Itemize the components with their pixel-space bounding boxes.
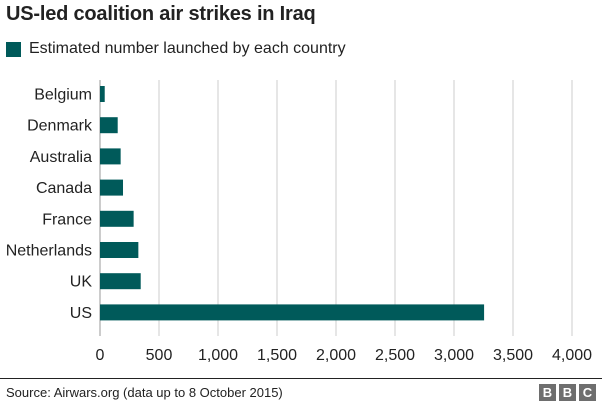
x-tick-label: 500 [146, 347, 173, 364]
logo-letter: C [579, 384, 596, 401]
bar-canada [100, 179, 124, 196]
category-label: Netherlands [6, 243, 92, 260]
bar-netherlands [100, 242, 139, 258]
legend-label: Estimated number launched by each countr… [29, 40, 346, 57]
category-labels: Belgium Denmark Australia Canada France Nethe… [6, 87, 93, 322]
x-tick-label: 1,500 [257, 347, 297, 364]
grid-lines [99, 80, 573, 336]
category-label: Canada [36, 180, 92, 197]
category-label: France [42, 211, 92, 228]
bar-uk [100, 273, 141, 290]
legend-swatch [6, 41, 21, 57]
category-label: Denmark [27, 118, 93, 135]
x-tick-label: 3,000 [434, 347, 474, 364]
bar-france [100, 210, 134, 227]
bar-australia [100, 148, 121, 165]
x-tick-label: 0 [96, 347, 105, 364]
x-tick-labels: 0 500 1,000 1,500 2,000 2,500 3,000 3,500 4,000 [96, 347, 593, 364]
category-label: Australia [30, 149, 92, 166]
logo-letter: B [559, 384, 576, 401]
x-tick-label: 4,000 [552, 347, 592, 364]
x-tick-label: 2,000 [316, 347, 356, 364]
x-tick-label: 2,500 [375, 347, 415, 364]
bar-chart: Belgium Denmark Australia Canada France Nethe… [6, 80, 593, 364]
bar-denmark [100, 117, 118, 134]
source-divider [0, 378, 602, 379]
chart-title: US-led coalition air strikes in Iraq [6, 3, 316, 25]
bars [100, 86, 485, 321]
category-label: Belgium [34, 87, 92, 104]
category-label: UK [70, 274, 93, 291]
logo-letter: B [539, 384, 556, 401]
legend: Estimated number launched by each countr… [6, 40, 346, 58]
bbc-logo: B B C [539, 384, 596, 401]
x-tick-label: 1,000 [198, 347, 238, 364]
source-note: Source: Airwars.org (data up to 8 Octobe… [6, 385, 283, 400]
category-label: US [70, 305, 92, 322]
x-tick-label: 3,500 [493, 347, 533, 364]
bar-us [100, 304, 485, 321]
bar-belgium [100, 86, 105, 102]
